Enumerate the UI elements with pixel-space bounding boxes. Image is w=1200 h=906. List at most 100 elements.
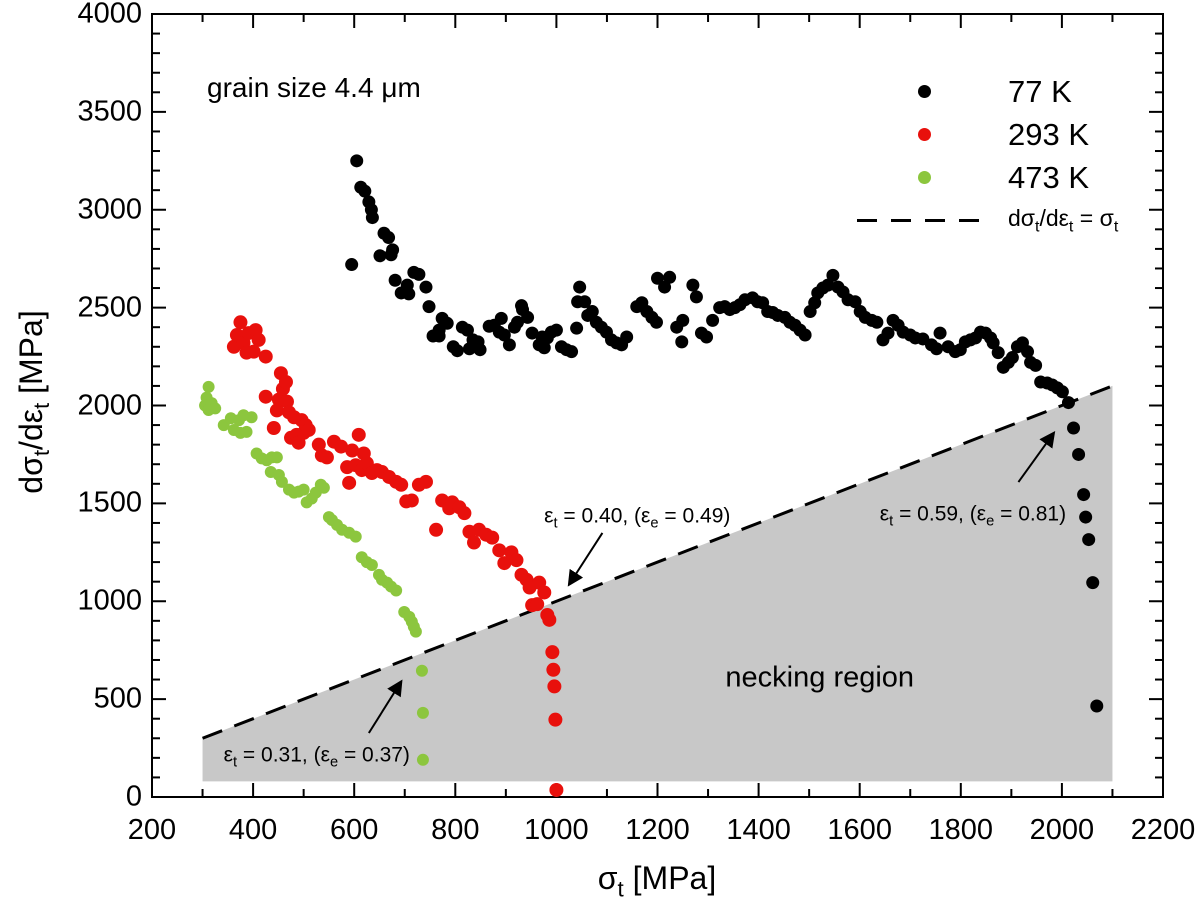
- data-point-77-k: [1082, 533, 1096, 547]
- legend-row-293k: 293 K: [855, 113, 1118, 156]
- data-point-473-k: [416, 753, 429, 766]
- data-point-473-k: [365, 559, 378, 572]
- legend-marker-473k-icon: [918, 171, 931, 184]
- data-point-473-k: [415, 664, 428, 677]
- x-axis-title: σt [MPa]: [597, 860, 717, 902]
- data-point-293-k: [301, 422, 316, 437]
- data-point-77-k: [808, 296, 822, 310]
- data-point-77-k: [432, 329, 446, 343]
- data-point-77-k: [881, 326, 895, 340]
- data-point-77-k: [510, 315, 524, 329]
- data-point-77-k: [345, 258, 359, 272]
- data-point-473-k: [317, 481, 330, 494]
- data-point-77-k: [986, 336, 1000, 350]
- legend-row-77k: 77 K: [855, 70, 1118, 113]
- annotation-arrow: [368, 679, 403, 734]
- data-point-293-k: [485, 530, 500, 545]
- data-point-293-k: [279, 394, 294, 409]
- data-point-77-k: [450, 344, 464, 358]
- data-point-77-k: [1086, 576, 1100, 590]
- data-point-293-k: [547, 679, 562, 694]
- data-point-77-k: [585, 305, 599, 319]
- data-point-77-k: [497, 328, 511, 342]
- data-point-77-k: [1061, 396, 1075, 410]
- data-point-77-k: [412, 267, 426, 281]
- data-point-473-k: [349, 530, 362, 543]
- legend-marker-77k-icon: [918, 85, 931, 98]
- x-tick-label: 400: [228, 814, 278, 846]
- data-point-293-k: [457, 506, 472, 521]
- data-point-77-k: [1079, 510, 1093, 524]
- data-point-293-k: [334, 439, 349, 454]
- data-point-77-k: [870, 315, 884, 329]
- x-tick-label: 1200: [625, 814, 690, 846]
- data-point-77-k: [706, 313, 720, 327]
- data-point-77-k: [1029, 358, 1043, 372]
- data-point-77-k: [570, 321, 584, 335]
- data-point-293-k: [492, 543, 507, 558]
- x-tick-label: 800: [431, 814, 480, 846]
- data-point-293-k: [537, 585, 552, 600]
- data-point-77-k: [549, 323, 563, 337]
- data-point-77-k: [365, 211, 379, 225]
- data-point-77-k: [440, 316, 454, 330]
- data-point-473-k: [209, 402, 222, 415]
- data-point-77-k: [358, 184, 372, 198]
- data-point-77-k: [1072, 447, 1086, 461]
- data-point-77-k: [373, 249, 387, 263]
- data-point-77-k: [658, 280, 672, 294]
- data-point-77-k: [578, 295, 592, 309]
- data-point-77-k: [675, 335, 689, 349]
- data-point-77-k: [826, 268, 840, 282]
- data-point-293-k: [548, 712, 563, 727]
- data-point-77-k: [386, 243, 400, 257]
- data-point-293-k: [509, 553, 524, 568]
- data-point-293-k: [311, 437, 326, 452]
- legend: 77 K 293 K 473 K dσt/dεt = σt: [855, 70, 1118, 242]
- x-tick-label: 1000: [524, 814, 589, 846]
- data-point-77-k: [537, 341, 551, 355]
- x-tick-label: 1400: [726, 814, 791, 846]
- data-point-293-k: [246, 344, 261, 359]
- data-point-293-k: [319, 450, 334, 465]
- legend-label-293k: 293 K: [1008, 116, 1090, 152]
- x-tick-label: 2000: [1029, 814, 1095, 846]
- data-point-77-k: [930, 342, 944, 356]
- data-point-293-k: [251, 332, 266, 347]
- data-point-293-k: [404, 493, 419, 508]
- data-point-77-k: [382, 231, 396, 245]
- data-point-77-k: [676, 313, 690, 327]
- grain-size-annotation: grain size 4.4 μm: [207, 72, 421, 103]
- annotation-arrow: [1017, 430, 1056, 483]
- annotation-strain-031: εt = 0.31, (εe = 0.37): [223, 743, 410, 771]
- data-point-77-k: [521, 310, 535, 324]
- x-tick-label: 1800: [928, 814, 994, 846]
- data-point-473-k: [245, 411, 258, 424]
- data-point-77-k: [1055, 385, 1069, 399]
- legend-marker-293k-icon: [918, 128, 931, 141]
- necking-region-shade: [202, 385, 1113, 782]
- y-tick-label: 500: [93, 682, 142, 715]
- legend-row-473k: 473 K: [855, 156, 1118, 199]
- y-tick-label: 4000: [77, 0, 142, 30]
- data-point-293-k: [345, 443, 360, 458]
- data-point-77-k: [1067, 421, 1081, 435]
- legend-label-473k: 473 K: [1008, 159, 1090, 195]
- data-point-473-k: [202, 380, 215, 393]
- data-point-77-k: [1090, 699, 1104, 713]
- data-point-77-k: [462, 342, 476, 356]
- data-point-293-k: [394, 477, 409, 492]
- data-point-77-k: [525, 326, 539, 340]
- data-point-293-k: [546, 662, 561, 677]
- data-point-293-k: [258, 389, 273, 404]
- data-point-293-k: [269, 403, 284, 418]
- data-point-77-k: [848, 295, 862, 309]
- data-point-293-k: [530, 597, 545, 612]
- data-point-77-k: [1077, 488, 1091, 502]
- y-axis-title: dσt/dεt [MPa]: [12, 310, 55, 494]
- data-point-293-k: [545, 645, 560, 660]
- data-point-293-k: [351, 427, 366, 442]
- data-point-473-k: [390, 584, 403, 597]
